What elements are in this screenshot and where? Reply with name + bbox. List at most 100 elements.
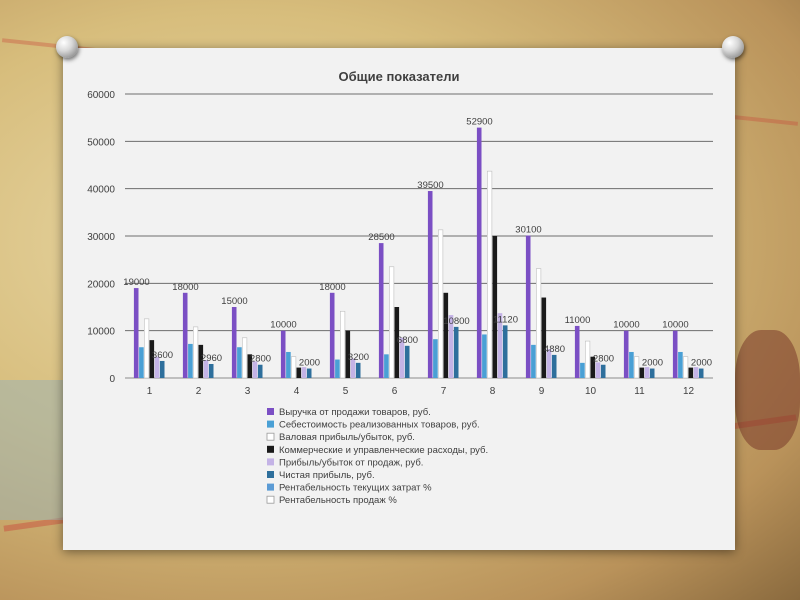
bar bbox=[247, 354, 253, 378]
x-tick-label: 12 bbox=[683, 386, 695, 397]
bar bbox=[159, 360, 165, 378]
data-label: 15000 bbox=[221, 296, 247, 307]
y-tick-label: 50000 bbox=[87, 137, 115, 148]
bar bbox=[502, 325, 508, 378]
bar bbox=[580, 362, 585, 378]
data-label: 6800 bbox=[397, 335, 418, 346]
chart-title: Общие показатели bbox=[339, 69, 460, 84]
bar bbox=[252, 361, 258, 378]
data-label: 3200 bbox=[348, 352, 369, 363]
bar bbox=[193, 326, 199, 379]
bar bbox=[182, 292, 188, 378]
bar bbox=[339, 310, 346, 379]
bar bbox=[139, 347, 144, 378]
bar bbox=[394, 307, 400, 378]
legend-swatch bbox=[267, 483, 274, 491]
bar bbox=[306, 368, 312, 378]
data-label: 28500 bbox=[368, 232, 394, 243]
legend-swatch bbox=[267, 445, 274, 453]
bar bbox=[595, 362, 601, 378]
bar bbox=[486, 170, 493, 379]
bar bbox=[448, 315, 454, 378]
legend-swatch bbox=[266, 495, 275, 504]
x-tick-label: 5 bbox=[343, 386, 349, 397]
bar bbox=[355, 362, 361, 378]
x-tick-label: 2 bbox=[196, 386, 202, 397]
bar bbox=[629, 351, 634, 378]
map-background-region bbox=[735, 330, 800, 450]
legend-label: Рентабельность продаж % bbox=[279, 495, 397, 506]
bar bbox=[600, 364, 606, 378]
bar bbox=[497, 313, 503, 378]
data-label: 11120 bbox=[493, 314, 518, 325]
map-background-region bbox=[0, 380, 70, 520]
bar bbox=[551, 354, 557, 378]
x-tick-label: 9 bbox=[539, 386, 545, 397]
data-label: 52900 bbox=[466, 117, 492, 128]
bar bbox=[693, 367, 699, 378]
bar bbox=[443, 292, 449, 378]
x-tick-label: 4 bbox=[294, 386, 300, 397]
data-label: 2960 bbox=[201, 353, 222, 364]
bar bbox=[350, 358, 356, 378]
bar bbox=[257, 364, 263, 378]
bar bbox=[492, 236, 498, 378]
bar bbox=[649, 368, 655, 378]
legend-swatch bbox=[267, 408, 274, 415]
legend-swatch bbox=[267, 471, 274, 478]
bar bbox=[433, 339, 438, 378]
bar bbox=[531, 344, 536, 378]
x-tick-label: 11 bbox=[634, 386, 645, 397]
data-label: 2000 bbox=[299, 358, 320, 369]
legend-label: Коммерческие и управленческие расходы, р… bbox=[279, 445, 488, 456]
data-label: 30100 bbox=[515, 225, 541, 236]
bar bbox=[388, 266, 395, 379]
bar bbox=[291, 356, 297, 379]
x-tick-label: 3 bbox=[245, 386, 251, 397]
chart-legend: Выручка от продажи товаров, руб. Себестои… bbox=[266, 407, 488, 506]
legend-label: Рентабельность текущих затрат % bbox=[279, 483, 432, 494]
legend-label: Валовая прибыль/убыток, руб. bbox=[279, 432, 415, 443]
bar bbox=[286, 351, 291, 378]
bar bbox=[203, 360, 209, 378]
chart-gridlines bbox=[125, 93, 713, 379]
legend-swatch bbox=[266, 432, 275, 441]
pushpin-left bbox=[56, 36, 78, 58]
bar bbox=[144, 318, 150, 379]
bar bbox=[335, 359, 340, 378]
bar bbox=[574, 325, 580, 378]
bar bbox=[149, 340, 155, 378]
data-label: 2800 bbox=[250, 354, 271, 365]
legend-label: Чистая прибыль, руб. bbox=[279, 470, 375, 481]
x-tick-label: 8 bbox=[490, 386, 496, 397]
bar bbox=[242, 337, 248, 379]
y-tick-label: 20000 bbox=[87, 279, 115, 290]
chart-bars bbox=[133, 127, 704, 379]
data-label: 39500 bbox=[417, 180, 443, 191]
bar bbox=[698, 368, 704, 378]
bar bbox=[384, 354, 389, 378]
bar bbox=[633, 356, 640, 379]
bar bbox=[237, 347, 242, 378]
bar bbox=[345, 330, 351, 378]
data-label: 10000 bbox=[613, 320, 639, 331]
bar bbox=[154, 356, 160, 378]
bar bbox=[678, 351, 683, 378]
data-label: 19000 bbox=[123, 277, 149, 288]
bar bbox=[453, 326, 459, 378]
bar bbox=[280, 330, 286, 378]
bar bbox=[672, 330, 678, 378]
data-label: 18000 bbox=[172, 282, 198, 293]
y-tick-label: 40000 bbox=[87, 185, 115, 196]
bar bbox=[535, 268, 542, 379]
x-tick-label: 10 bbox=[585, 386, 597, 397]
x-tick-label: 7 bbox=[441, 386, 447, 397]
bar bbox=[399, 337, 405, 378]
bar bbox=[584, 340, 591, 379]
bar bbox=[188, 343, 193, 378]
legend-label: Выручка от продажи товаров, руб. bbox=[279, 407, 431, 418]
bar bbox=[688, 367, 694, 378]
legend-label: Прибыль/убыток от продаж, руб. bbox=[279, 457, 423, 468]
y-tick-label: 60000 bbox=[87, 90, 115, 101]
bar-chart: Общие показатели 01000020000300004000050… bbox=[87, 69, 713, 506]
